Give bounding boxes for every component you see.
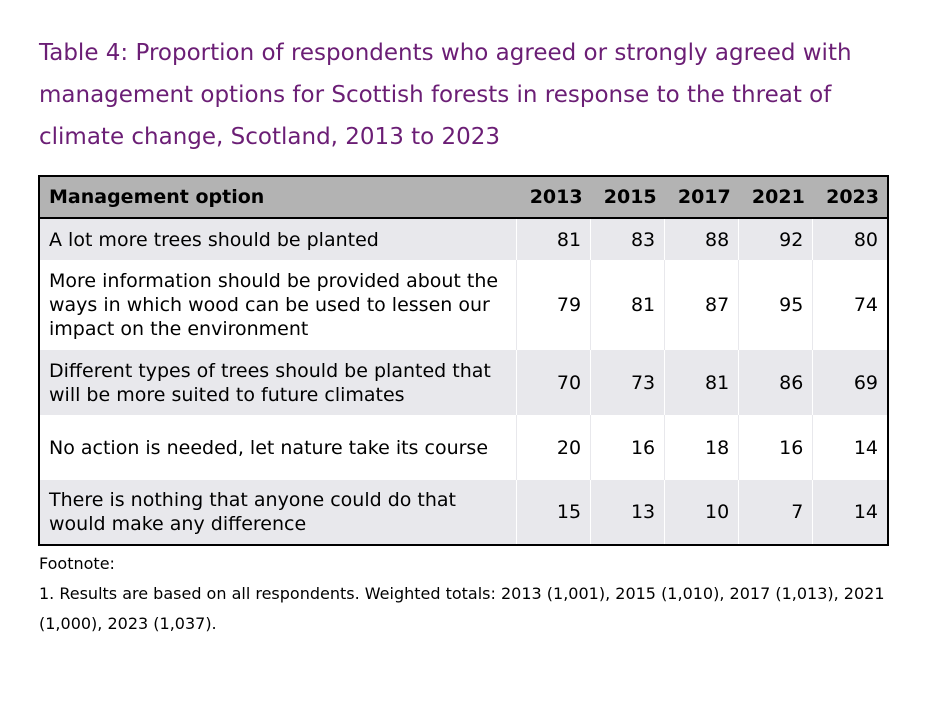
value-cell: 81 [515, 218, 591, 260]
value-cell: 13 [590, 480, 665, 545]
option-cell: Different types of trees should be plant… [49, 359, 491, 406]
value-cell: 16 [590, 415, 665, 480]
value-cell: 81 [590, 260, 665, 350]
value-cell: 15 [515, 480, 591, 545]
value-cell: 95 [738, 260, 813, 350]
option-cell: There is nothing that anyone could do th… [49, 489, 457, 535]
value-cell: 88 [664, 218, 739, 260]
column-header-option: Management option [49, 186, 265, 208]
column-header-year: 2017 [677, 186, 731, 208]
option-cell: A lot more trees should be planted [49, 228, 379, 251]
footnote-text: 1. Results are based on all respondents.… [39, 584, 885, 633]
table-row: There is nothing that anyone could do th… [39, 480, 888, 545]
value-cell: 14 [812, 415, 888, 480]
value-cell: 83 [590, 218, 665, 260]
option-cell: No action is needed, let nature take its… [49, 436, 489, 459]
column-header-year: 2023 [826, 186, 879, 208]
table-row: Different types of trees should be plant… [39, 350, 888, 415]
value-cell: 92 [738, 218, 813, 260]
value-cell: 80 [812, 218, 888, 260]
value-cell: 81 [664, 350, 739, 415]
value-cell: 86 [738, 350, 813, 415]
results-table: Management option 2013 2015 2017 2021 20… [38, 175, 889, 546]
value-cell: 69 [812, 350, 888, 415]
value-cell: 7 [738, 480, 813, 545]
table-row: A lot more trees should be planted 81 83… [39, 218, 888, 260]
column-header-year: 2021 [751, 186, 805, 208]
value-cell: 87 [664, 260, 739, 350]
value-cell: 79 [515, 260, 591, 350]
value-cell: 73 [590, 350, 665, 415]
value-cell: 14 [812, 480, 888, 545]
option-cell: More information should be provided abou… [49, 270, 499, 340]
table-row: More information should be provided abou… [39, 260, 888, 350]
value-cell: 74 [812, 260, 888, 350]
value-cell: 70 [515, 350, 591, 415]
value-cell: 10 [664, 480, 739, 545]
footnote-heading: Footnote: [39, 554, 115, 573]
value-cell: 20 [515, 415, 591, 480]
column-header-year: 2015 [603, 186, 657, 208]
column-header-year: 2013 [529, 186, 583, 208]
table-header-row: Management option 2013 2015 2017 2021 20… [39, 176, 888, 218]
value-cell: 16 [738, 415, 813, 480]
page-title: Table 4: Proportion of respondents who a… [39, 40, 852, 150]
table-row: No action is needed, let nature take its… [39, 415, 888, 480]
footnote: Footnote: 1. Results are based on all re… [39, 549, 899, 639]
value-cell: 18 [664, 415, 739, 480]
